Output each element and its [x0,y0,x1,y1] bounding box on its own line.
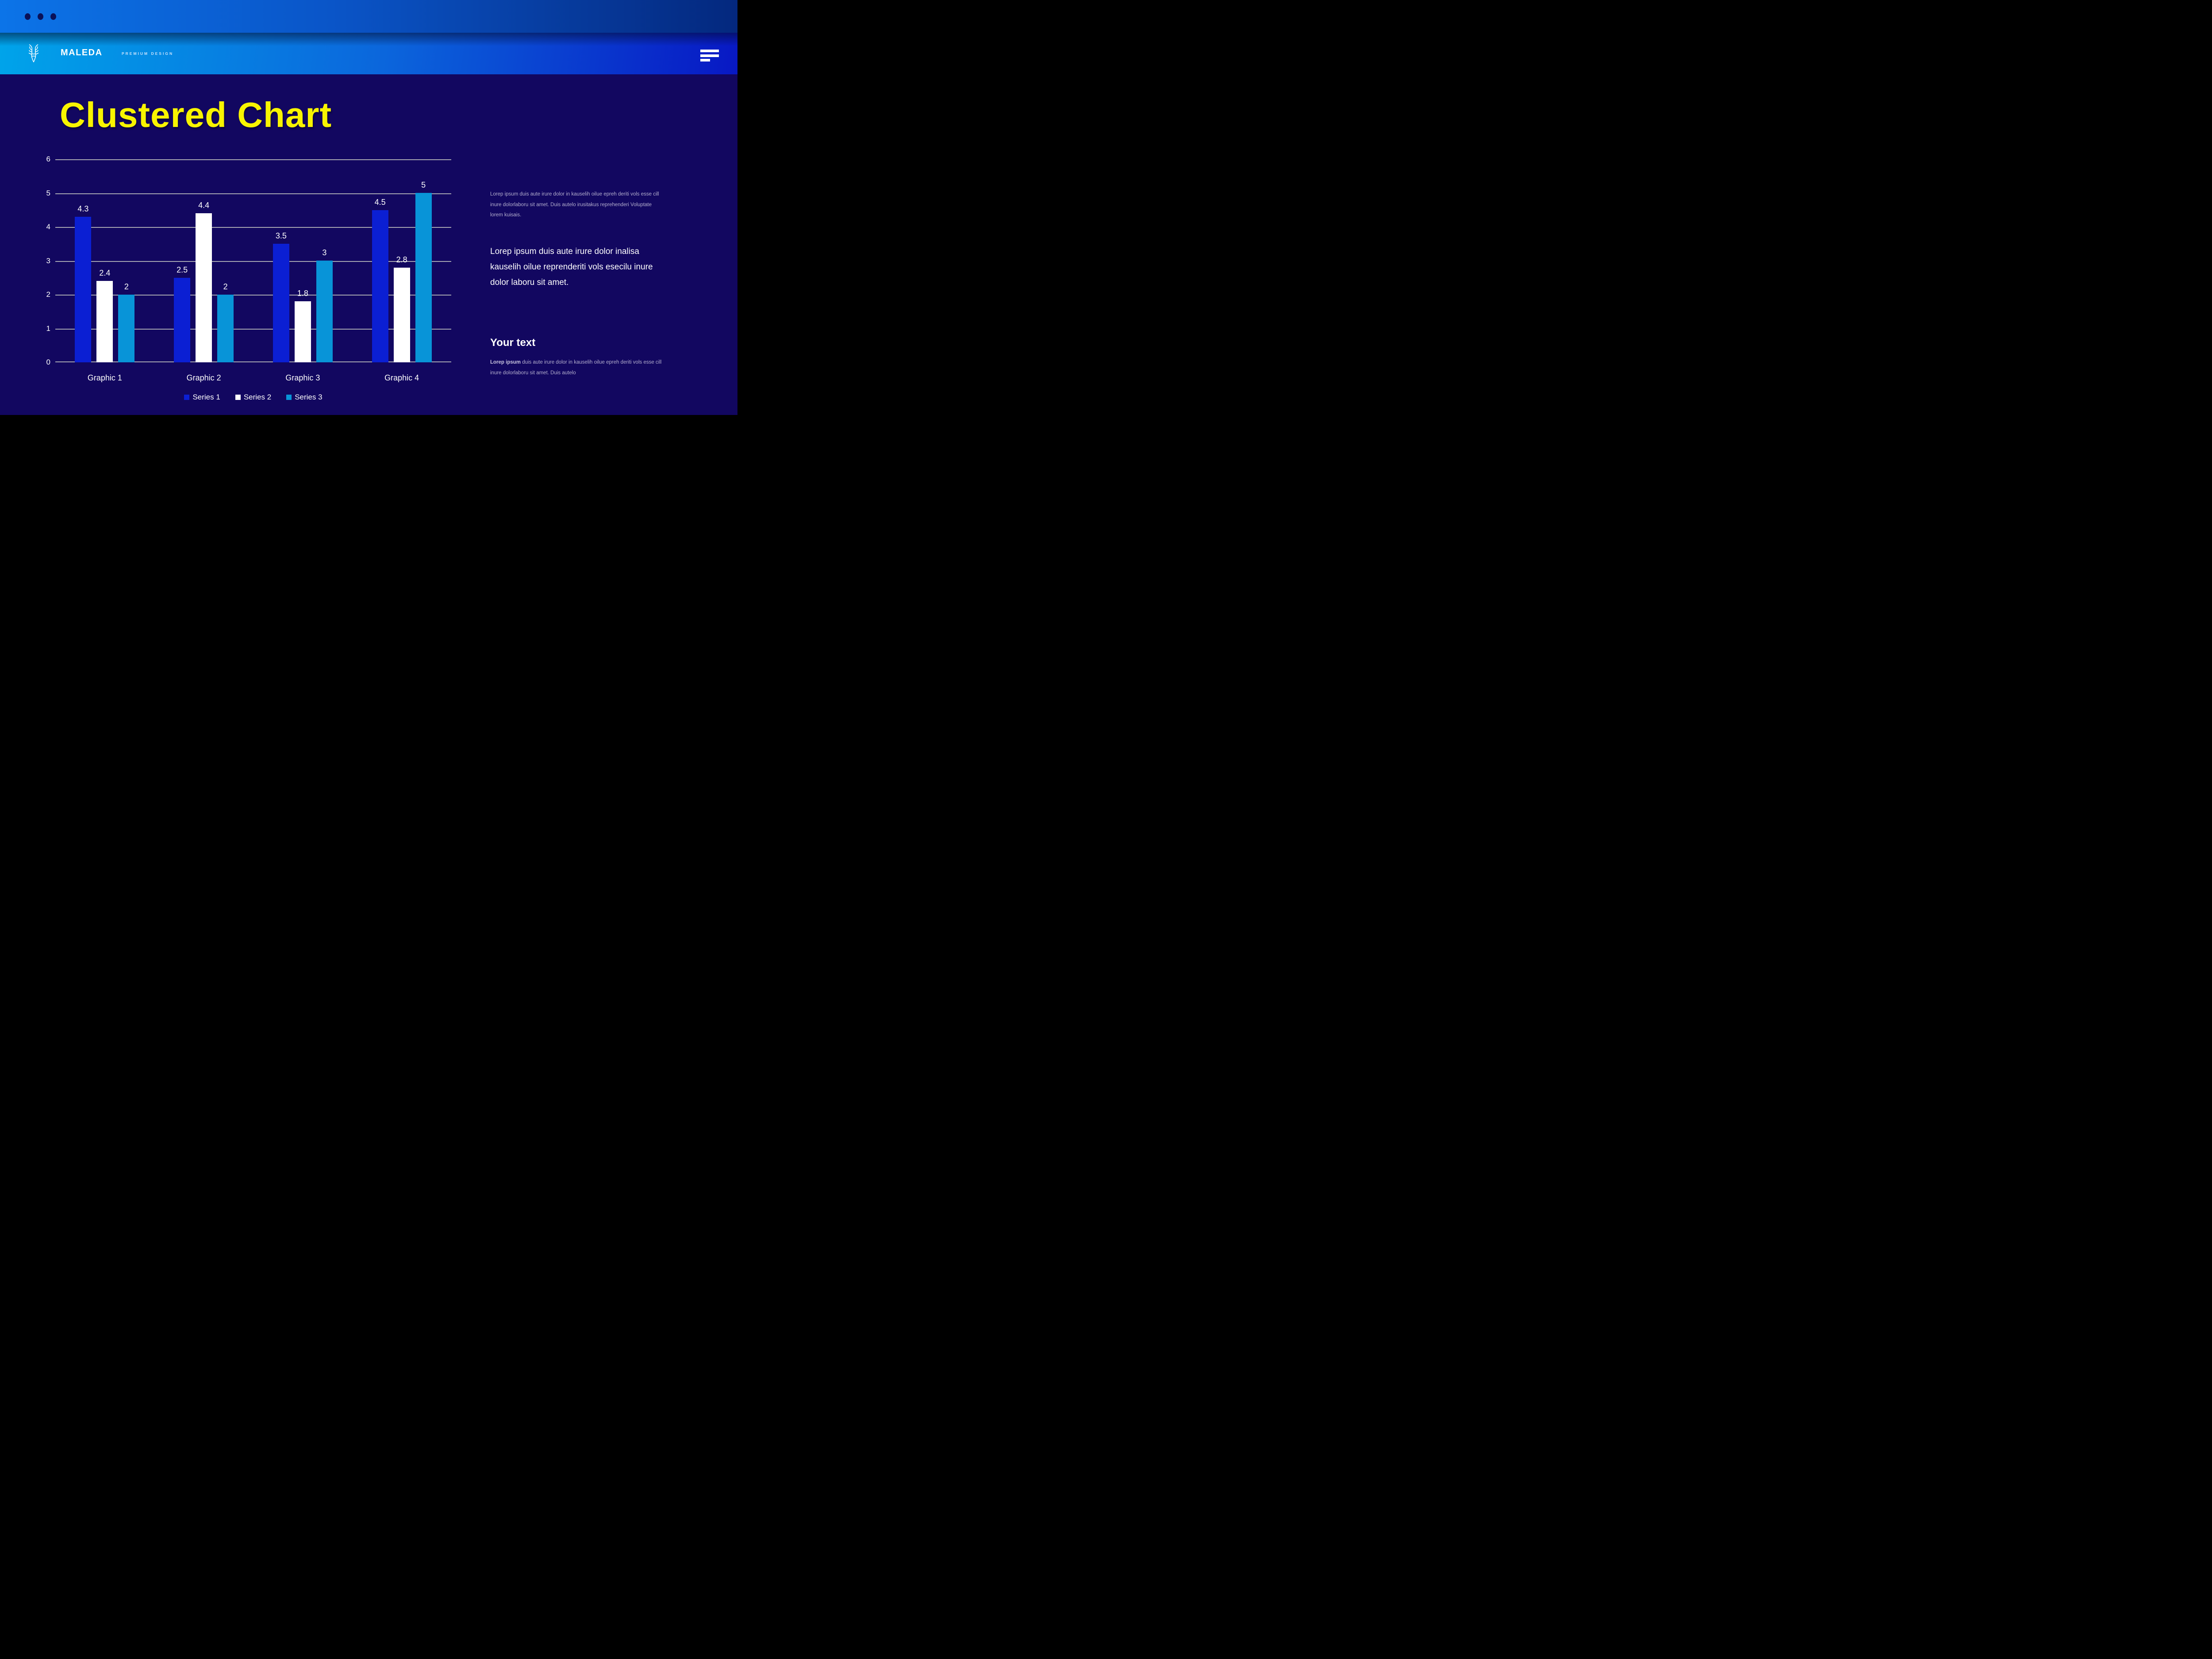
hamburger-menu-icon[interactable] [700,50,719,61]
bar-series-3: 2 [118,282,135,362]
bar-value-label: 4.5 [374,198,386,207]
x-category-label: Graphic 1 [87,373,122,382]
y-tick-label: 1 [46,324,50,333]
y-tick-label: 5 [46,189,50,197]
bar-value-label: 4.3 [77,204,89,213]
paragraph-small-top: Lorep ipsum duis aute irure dolor in kau… [490,192,659,218]
legend-swatch [184,395,190,400]
paragraph-large: Lorep ipsum duis aute irure dolor inalis… [490,247,653,288]
section-heading: Your text [490,337,536,349]
bar-series-1: 2.5 [174,265,191,362]
window-control-dot-2[interactable] [38,13,43,20]
app-header: MALEDA PREMIUM DESIGN [0,33,737,74]
bar-series-2: 4.4 [196,201,212,362]
bar-value-label: 2.8 [396,255,407,264]
hamburger-bar [700,50,719,52]
paragraph-small-bottom-rest: duis aute irure dolor in kauselih oilue … [490,360,662,376]
page-title: Clustered Chart [60,95,332,134]
bar-value-label: 1.8 [297,289,308,298]
deer-logo-icon [28,44,39,62]
gridline [55,159,451,160]
bar-series-2: 1.8 [294,289,311,362]
paragraph-small-bottom: Lorep ipsum duis aute irure dolor in kau… [490,357,664,378]
category-group: 4.3 2.4 2 [55,159,154,362]
bar-series-3: 3 [316,248,333,362]
y-tick-label: 6 [46,155,50,163]
gridline [55,193,451,194]
gridline [55,295,451,296]
legend-item: Series 1 [184,393,220,402]
bar-value-label: 5 [421,180,426,189]
brand-tagline: PREMIUM DESIGN [122,51,174,56]
bar-value-label: 3 [322,248,327,257]
window-control-dot-1[interactable] [25,13,31,20]
category-group: 2.5 4.4 2 [154,159,253,362]
slide-body: Clustered Chart 0 1 2 3 4 5 6 4.3 2.4 2 Graphic 1 2… [0,74,737,415]
bar-series-1: 3.5 [273,231,289,362]
bar-value-label: 2.5 [177,265,188,274]
y-tick-label: 3 [46,257,50,265]
legend-label: Series 1 [192,393,220,401]
y-tick-label: 4 [46,223,50,231]
gridline [55,329,451,330]
brand-name: MALEDA [61,48,103,58]
bar-value-label: 2 [124,282,129,291]
window-titlebar [0,0,737,33]
legend-item: Series 3 [286,393,323,402]
x-category-label: Graphic 3 [285,373,320,382]
paragraph-lead-bold: Lorep ipsum [490,360,521,365]
window-control-dot-3[interactable] [50,13,56,20]
chart-legend: Series 1 Series 2 Series 3 [55,393,451,402]
legend-item: Series 2 [235,393,271,402]
bar-value-label: 2 [223,282,228,291]
bar-series-1: 4.3 [75,204,92,362]
gridline [55,361,451,362]
y-tick-label: 2 [46,290,50,299]
clustered-bar-chart: 0 1 2 3 4 5 6 4.3 2.4 2 Graphic 1 2.5 4.4 2 Graphic 2 3… [46,155,451,401]
legend-label: Series 2 [243,393,272,401]
bar-value-label: 3.5 [275,231,287,240]
bar-series-2: 2.4 [96,269,113,362]
x-category-label: Graphic 4 [384,373,419,382]
gridline [55,261,451,262]
slide: MALEDA PREMIUM DESIGN Clustered Chart 0 1… [0,0,737,415]
legend-swatch [235,395,241,400]
bar-series-1: 4.5 [372,198,388,362]
legend-label: Series 3 [295,393,323,401]
bar-value-label: 4.4 [198,201,210,210]
legend-swatch [286,395,292,400]
bar-value-label: 2.4 [99,269,111,277]
bar-series-3: 5 [415,180,432,362]
hamburger-bar [700,59,710,61]
x-category-label: Graphic 2 [186,373,221,382]
category-group: 3.5 1.8 3 [253,159,353,362]
hamburger-bar [700,54,719,57]
y-tick-label: 0 [46,358,50,366]
bar-series-2: 2.8 [393,255,410,362]
category-group: 4.5 2.8 5 [352,159,451,362]
text-panel: Lorep ipsum duis aute irure dolor in kau… [490,74,664,415]
gridline [55,227,451,228]
bar-series-3: 2 [217,282,234,362]
